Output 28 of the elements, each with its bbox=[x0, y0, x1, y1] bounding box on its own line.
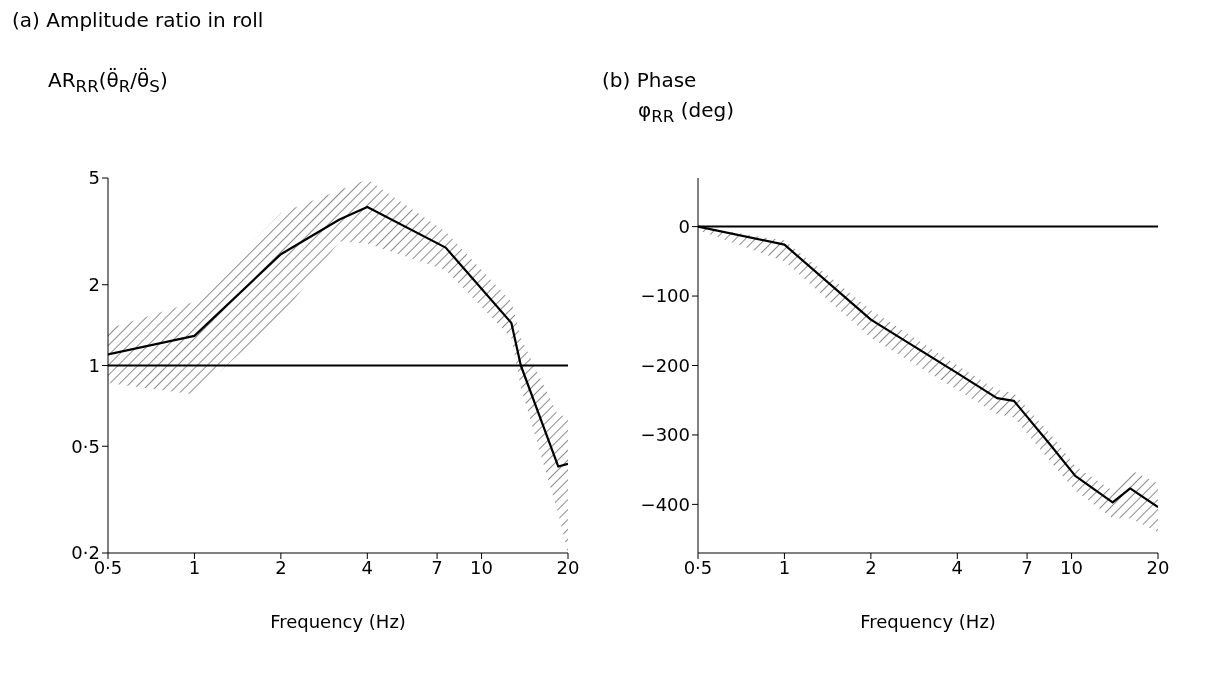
x-tick-label: 10 bbox=[470, 556, 494, 578]
x-tick-label: 10 bbox=[1060, 556, 1084, 578]
y-tick-label: −300 bbox=[640, 424, 690, 446]
x-axis-title: Frequency (Hz) bbox=[270, 611, 406, 632]
y-tick-label: −200 bbox=[640, 354, 690, 376]
x-tick-label: 1 bbox=[778, 556, 791, 578]
x-tick-label: 2 bbox=[275, 556, 287, 578]
y-tick-label: −100 bbox=[640, 285, 690, 307]
x-tick-label: 7 bbox=[1021, 556, 1033, 578]
x-tick-label: 20 bbox=[1146, 556, 1170, 578]
y-tick-label: 0·5 bbox=[71, 435, 100, 457]
x-tick-label: 7 bbox=[431, 556, 443, 578]
y-axis-title: AR$_{RR}$(θ̈$_{R}$/θ̈$_{S}$) bbox=[48, 68, 168, 96]
y-tick-label: −400 bbox=[640, 493, 690, 515]
x-tick-label: 2 bbox=[865, 556, 877, 578]
x-tick-label: 0·5 bbox=[683, 556, 713, 578]
y-tick-label: 2 bbox=[88, 274, 100, 296]
x-tick-label: 1 bbox=[188, 556, 201, 578]
x-axis-title: Frequency (Hz) bbox=[860, 611, 996, 632]
chart-title: (b) Phase bbox=[602, 68, 697, 92]
x-tick-label: 20 bbox=[556, 556, 580, 578]
x-tick-label: 4 bbox=[951, 556, 964, 578]
y-tick-label: 5 bbox=[88, 167, 100, 189]
x-tick-label: 4 bbox=[361, 556, 374, 578]
y-tick-label: 0 bbox=[678, 216, 690, 237]
chart-title: (a) Amplitude ratio in roll bbox=[12, 8, 264, 32]
y-axis-title: φ$_{RR}$ (deg) bbox=[638, 98, 735, 126]
y-tick-label: 1 bbox=[88, 354, 100, 376]
